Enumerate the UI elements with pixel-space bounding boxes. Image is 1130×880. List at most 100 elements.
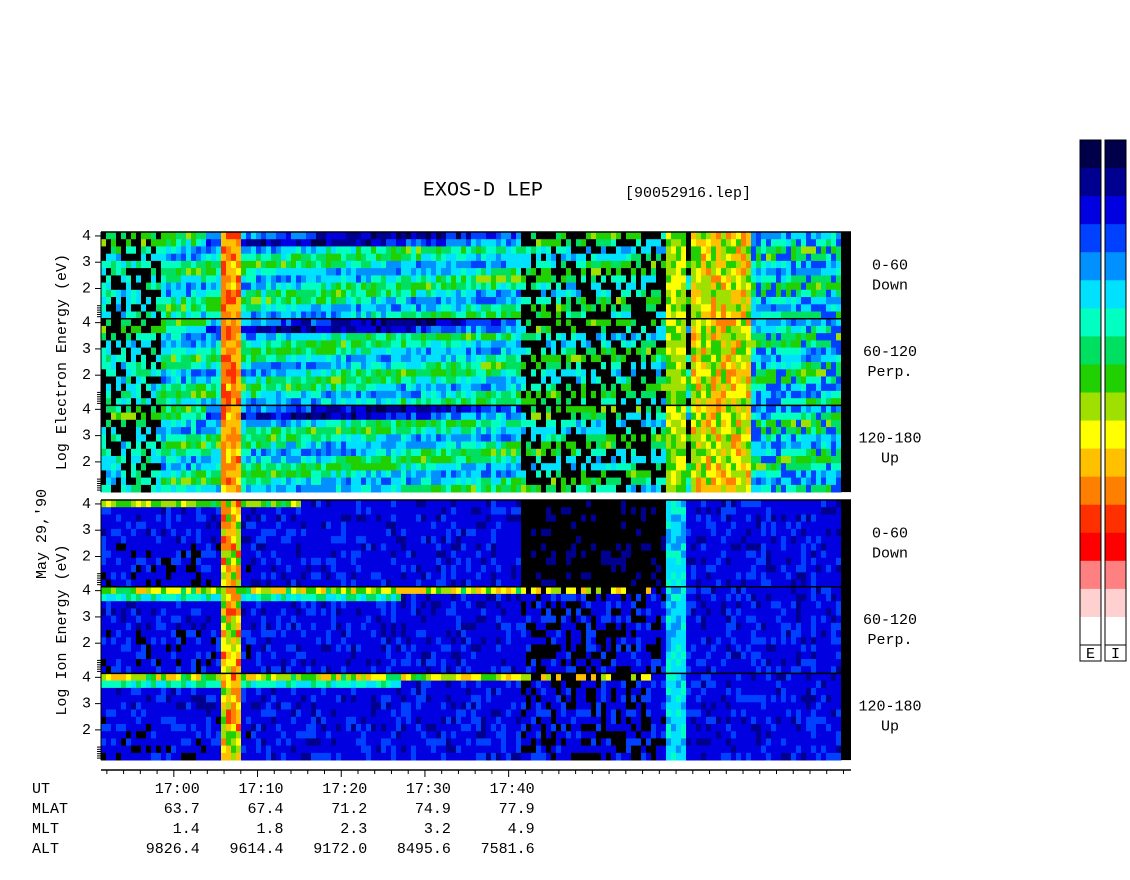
spectrogram-cell [666,442,671,450]
spectrogram-cell [201,485,206,493]
spectrogram-cell [691,261,696,269]
spectrogram-cell [291,362,296,370]
spectrogram-cell [351,413,356,421]
spectrogram-cell [106,478,111,486]
spectrogram-cell [121,377,126,385]
spectrogram-cell [121,239,126,247]
spectrogram-cell [781,384,786,392]
spectrogram-cell [501,442,506,450]
spectrogram-cell [561,297,566,305]
spectrogram-cell [101,275,106,283]
spectrogram-cell [436,384,441,392]
spectrogram-cell [651,369,656,377]
spectrogram-cell [226,369,231,377]
spectrogram-cell [501,297,506,305]
spectrogram-cell [146,304,151,312]
spectrogram-cell [361,304,366,312]
spectrogram-cell [406,427,411,435]
spectrogram-cell [766,246,771,254]
spectrogram-cell [646,377,651,385]
spectrogram-cell [226,290,231,298]
spectrogram-cell [581,456,586,464]
spectrogram-cell [601,340,606,348]
spectrogram-cell [286,470,291,478]
spectrogram-cell [171,246,176,254]
spectrogram-cell [101,405,106,413]
spectrogram-cell [516,420,521,428]
spectrogram-cell [716,333,721,341]
spectrogram-cell [506,304,511,312]
spectrogram-cell [421,232,426,240]
spectrogram-cell [666,405,671,413]
spectrogram-cell [406,326,411,334]
spectrogram-cell [131,485,136,493]
spectrogram-cell [401,268,406,276]
spectrogram-cell [126,304,131,312]
spectrogram-cell [336,246,341,254]
spectrogram-cell [301,290,306,298]
spectrogram-cell [596,261,601,269]
spectrogram-cell [161,297,166,305]
spectrogram-cell [666,290,671,298]
spectrogram-cell [691,246,696,254]
spectrogram-cell [146,427,151,435]
spectrogram-cell [226,246,231,254]
spectrogram-cell [576,246,581,254]
spectrogram-cell [706,340,711,348]
spectrogram-cell [191,442,196,450]
spectrogram-cell [731,384,736,392]
spectrogram-cell [126,434,131,442]
spectrogram-cell [461,355,466,363]
spectrogram-cell [321,362,326,370]
spectrogram-cell [466,333,471,341]
spectrogram-cell [106,290,111,298]
spectrogram-cell [191,246,196,254]
spectrogram-cell [586,246,591,254]
spectrogram-cell [686,369,691,377]
spectrogram-cell [491,261,496,269]
spectrogram-cell [676,348,681,356]
spectrogram-cell [511,485,516,493]
spectrogram-cell [456,470,461,478]
spectrogram-cell [236,232,241,240]
spectrogram-cell [156,456,161,464]
spectrogram-cell [536,369,541,377]
spectrogram-cell [381,463,386,471]
spectrogram-cell [531,405,536,413]
spectrogram-cell [591,470,596,478]
spectrogram-cell [731,348,736,356]
spectrogram-cell [791,340,796,348]
spectrogram-cell [356,319,361,327]
spectrogram-cell [596,434,601,442]
spectrogram-cell [811,362,816,370]
spectrogram-cell [416,478,421,486]
spectrogram-cell [256,384,261,392]
spectrogram-cell [401,304,406,312]
spectrogram-cell [181,261,186,269]
spectrogram-cell [521,290,526,298]
spectrogram-cell [641,261,646,269]
spectrogram-cell [526,297,531,305]
spectrogram-cell [621,413,626,421]
spectrogram-cell [196,348,201,356]
spectrogram-cell [661,485,666,493]
spectrogram-cell [486,427,491,435]
spectrogram-cell [106,405,111,413]
spectrogram-cell [296,246,301,254]
spectrogram-cell [376,239,381,247]
spectrogram-cell [196,377,201,385]
spectrogram-cell [601,420,606,428]
spectrogram-cell [436,369,441,377]
spectrogram-cell [181,369,186,377]
spectrogram-cell [296,333,301,341]
spectrogram-cell [406,283,411,291]
spectrogram-cell [321,369,326,377]
spectrogram-cell [176,319,181,327]
spectrogram-cell [201,333,206,341]
spectrogram-cell [591,283,596,291]
spectrogram-cell [606,362,611,370]
spectrogram-cell [261,485,266,493]
spectrogram-cell [306,261,311,269]
spectrogram-cell [391,283,396,291]
spectrogram-cell [176,427,181,435]
